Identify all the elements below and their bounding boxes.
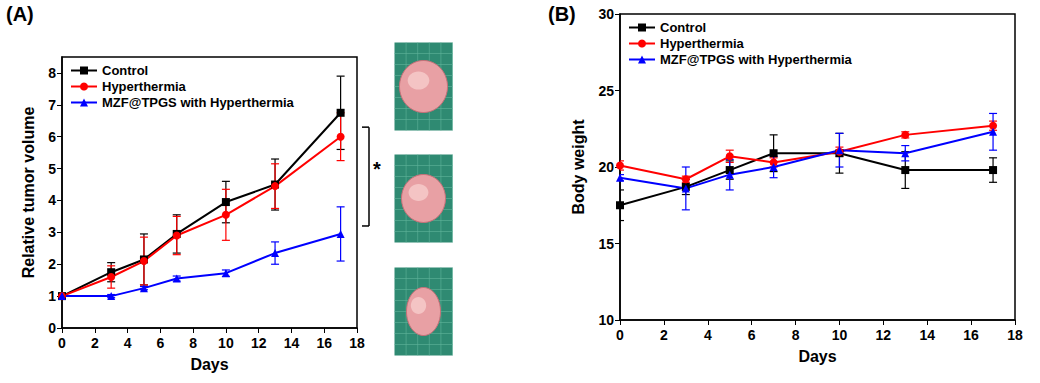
svg-text:7: 7 [48, 97, 56, 113]
svg-text:(A): (A) [6, 3, 34, 25]
svg-text:10: 10 [832, 327, 848, 343]
svg-text:16: 16 [963, 327, 979, 343]
svg-text:6: 6 [748, 327, 756, 343]
svg-text:15: 15 [598, 236, 614, 252]
svg-text:14: 14 [284, 335, 300, 351]
svg-text:4: 4 [704, 327, 712, 343]
svg-text:12: 12 [876, 327, 892, 343]
svg-text:30: 30 [598, 6, 614, 22]
svg-text:6: 6 [48, 129, 56, 145]
svg-text:12: 12 [251, 335, 267, 351]
svg-text:4: 4 [124, 335, 132, 351]
svg-text:3: 3 [48, 224, 56, 240]
svg-text:8: 8 [189, 335, 197, 351]
svg-text:5: 5 [48, 161, 56, 177]
svg-text:20: 20 [598, 159, 614, 175]
svg-text:Control: Control [102, 63, 148, 78]
svg-text:Hyperthermia: Hyperthermia [102, 79, 187, 94]
svg-text:25: 25 [598, 83, 614, 99]
svg-text:14: 14 [919, 327, 935, 343]
svg-text:16: 16 [316, 335, 332, 351]
svg-text:*: * [373, 158, 381, 180]
svg-text:2: 2 [660, 327, 668, 343]
svg-text:0: 0 [48, 320, 56, 336]
svg-text:2: 2 [48, 256, 56, 272]
svg-text:Days: Days [798, 348, 836, 365]
svg-text:10: 10 [218, 335, 234, 351]
svg-text:8: 8 [48, 65, 56, 81]
svg-text:MZF@TPGS with Hyperthermia: MZF@TPGS with Hyperthermia [660, 52, 853, 67]
svg-text:10: 10 [598, 312, 614, 328]
svg-text:MZF@TPGS with Hyperthermia: MZF@TPGS with Hyperthermia [102, 95, 295, 110]
svg-text:Hyperthermia: Hyperthermia [660, 36, 745, 51]
svg-text:1: 1 [48, 288, 56, 304]
svg-text:18: 18 [1007, 327, 1023, 343]
svg-text:0: 0 [616, 327, 624, 343]
svg-text:8: 8 [792, 327, 800, 343]
svg-text:Body weight: Body weight [570, 119, 587, 215]
svg-text:(B): (B) [548, 3, 576, 25]
svg-text:Control: Control [660, 20, 706, 35]
svg-text:Days: Days [190, 356, 228, 373]
svg-text:0: 0 [58, 335, 66, 351]
svg-text:18: 18 [349, 335, 365, 351]
svg-text:4: 4 [48, 192, 56, 208]
svg-text:6: 6 [156, 335, 164, 351]
svg-text:Relative tumor volume: Relative tumor volume [20, 107, 37, 279]
svg-text:2: 2 [91, 335, 99, 351]
